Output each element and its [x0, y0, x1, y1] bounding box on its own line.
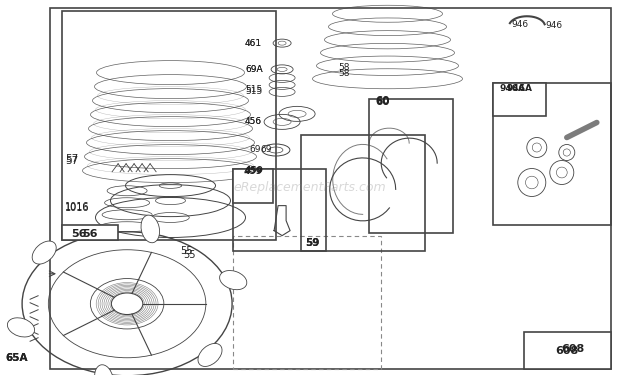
- Bar: [232, 169, 273, 202]
- Bar: [301, 135, 425, 251]
- Text: 56: 56: [82, 230, 97, 239]
- Ellipse shape: [219, 270, 247, 290]
- Text: 65A: 65A: [5, 353, 27, 363]
- Text: 55: 55: [180, 246, 192, 256]
- Bar: [493, 82, 546, 116]
- Text: 58: 58: [338, 63, 350, 72]
- Bar: [62, 225, 118, 240]
- Text: 60: 60: [375, 97, 389, 107]
- Text: 946A: 946A: [507, 84, 533, 93]
- Bar: [524, 332, 611, 369]
- Text: 1016: 1016: [65, 202, 90, 212]
- Text: 461: 461: [245, 39, 262, 48]
- Text: 58: 58: [338, 69, 350, 78]
- Text: 56: 56: [71, 230, 87, 239]
- Bar: [232, 169, 326, 251]
- Text: 456: 456: [245, 117, 262, 126]
- Text: 60: 60: [375, 96, 389, 106]
- Text: 946A: 946A: [499, 84, 525, 93]
- Text: 456: 456: [245, 117, 262, 126]
- Bar: [62, 11, 276, 240]
- Text: 57: 57: [65, 156, 78, 166]
- Ellipse shape: [141, 215, 159, 243]
- Text: 69A: 69A: [245, 65, 262, 74]
- Text: 608: 608: [561, 345, 584, 354]
- Bar: [232, 236, 381, 369]
- Ellipse shape: [198, 344, 222, 366]
- Text: 57: 57: [65, 154, 78, 164]
- Text: 461: 461: [245, 39, 262, 48]
- Text: 946: 946: [546, 21, 563, 30]
- Bar: [493, 82, 611, 225]
- Text: 946: 946: [512, 20, 529, 29]
- Text: 459: 459: [245, 166, 264, 175]
- Ellipse shape: [32, 241, 56, 264]
- Text: 459: 459: [244, 167, 262, 176]
- Text: 55: 55: [183, 250, 195, 260]
- Text: 65A: 65A: [5, 353, 27, 363]
- Text: 69: 69: [249, 146, 260, 154]
- Bar: [369, 99, 453, 232]
- Ellipse shape: [7, 318, 35, 337]
- Text: 59: 59: [305, 238, 319, 248]
- Text: 59: 59: [305, 238, 319, 248]
- Text: eReplacementParts.com: eReplacementParts.com: [234, 181, 386, 194]
- Text: 515: 515: [245, 87, 262, 96]
- Text: 515: 515: [245, 86, 262, 94]
- Ellipse shape: [95, 365, 113, 375]
- Text: 608: 608: [556, 346, 579, 355]
- Text: 1016: 1016: [65, 203, 90, 213]
- Text: 69: 69: [260, 146, 272, 154]
- Text: 69A: 69A: [245, 65, 262, 74]
